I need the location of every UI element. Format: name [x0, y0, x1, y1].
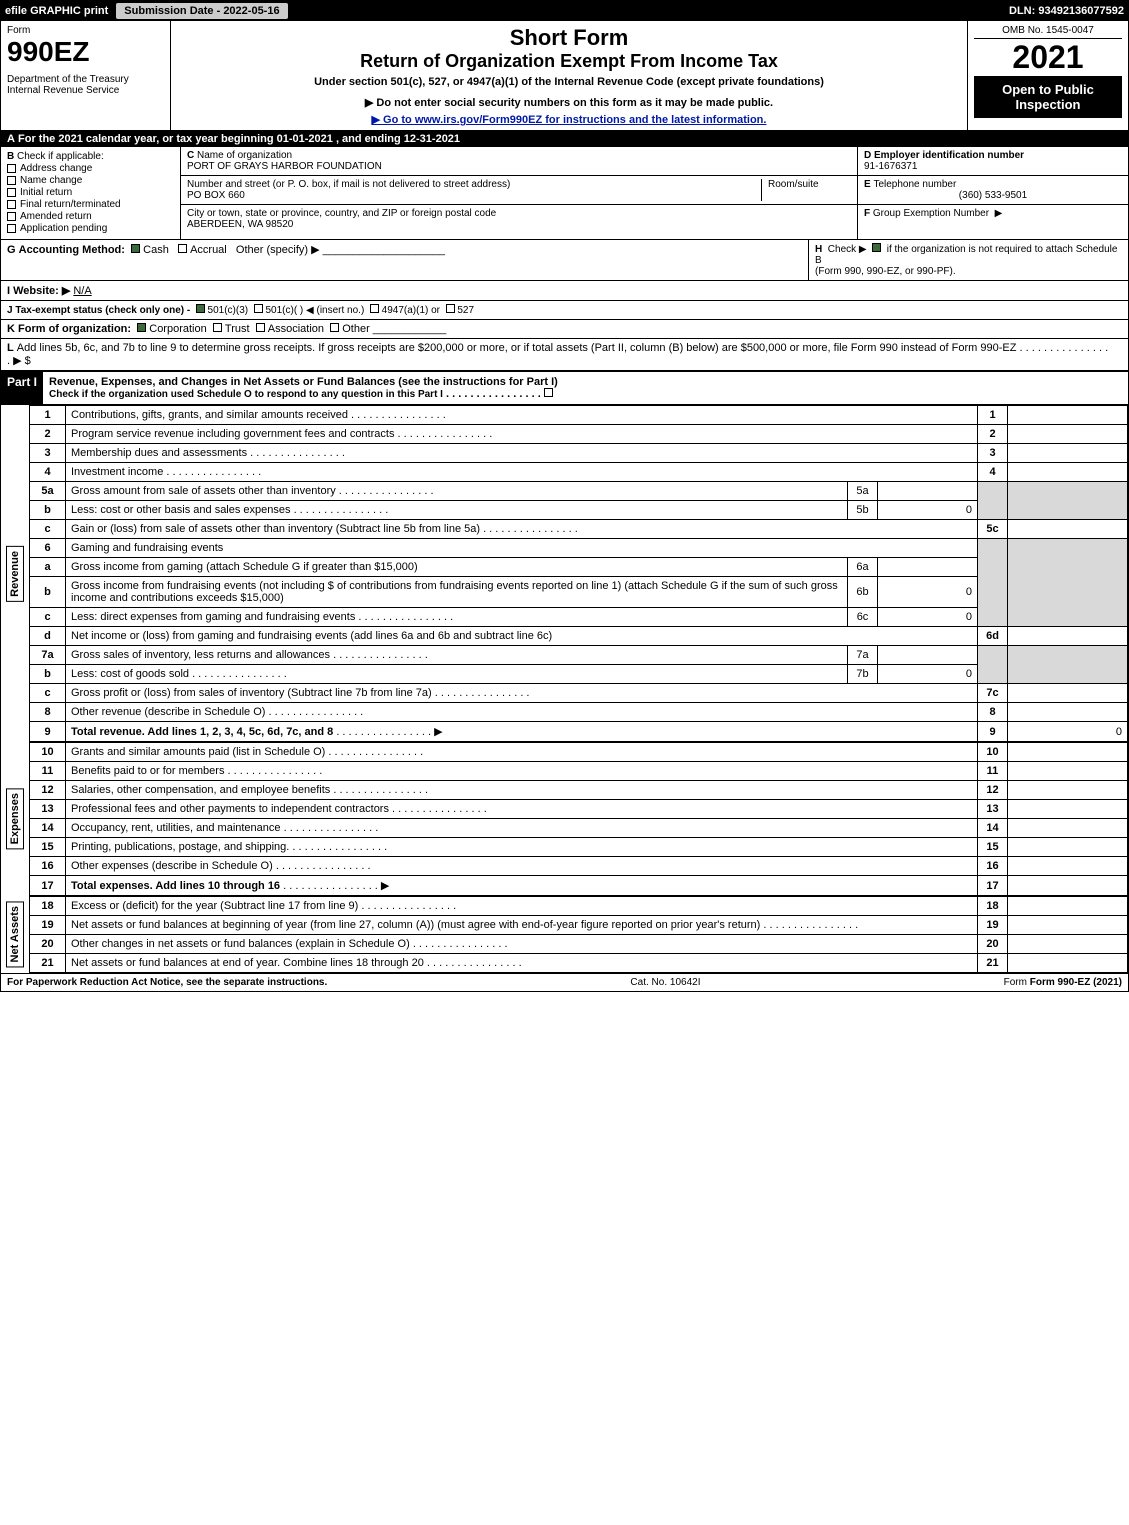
form-number: 990EZ	[7, 36, 164, 68]
chk-cash[interactable]	[131, 244, 140, 253]
topbar: efile GRAPHIC print Submission Date - 20…	[1, 1, 1128, 21]
chk-accrual[interactable]	[178, 244, 187, 253]
section-c: C Name of organization PORT OF GRAYS HAR…	[181, 147, 858, 239]
section-h: H Check ▶ if the organization is not req…	[808, 240, 1128, 280]
net-assets-table: 18Excess or (deficit) for the year (Subt…	[29, 896, 1128, 973]
section-i: I Website: ▶ N/A	[1, 281, 1128, 301]
under-section: Under section 501(c), 527, or 4947(a)(1)…	[177, 76, 961, 88]
chk-assoc[interactable]	[256, 323, 265, 332]
form-header: Form 990EZ Department of the Treasury In…	[1, 21, 1128, 131]
org-name: PORT OF GRAYS HARBOR FOUNDATION	[187, 161, 382, 172]
main-title: Return of Organization Exempt From Incom…	[177, 51, 961, 72]
val-6c: 0	[878, 608, 978, 627]
website-value: N/A	[73, 285, 91, 297]
short-form-title: Short Form	[177, 25, 961, 51]
chk-527[interactable]	[446, 304, 455, 313]
val-5b: 0	[878, 501, 978, 520]
chk-name-change[interactable]	[7, 176, 16, 185]
form-label: Form	[7, 25, 164, 36]
chk-initial-return[interactable]	[7, 188, 16, 197]
dln: DLN: 93492136077592	[1009, 5, 1124, 17]
val-6b: 0	[878, 577, 978, 608]
city-state-zip: ABERDEEN, WA 98520	[187, 219, 293, 230]
chk-501c[interactable]	[254, 304, 263, 313]
chk-app-pending[interactable]	[7, 224, 16, 233]
section-b: B Check if applicable: Address change Na…	[1, 147, 181, 239]
submission-date: Submission Date - 2022-05-16	[116, 3, 287, 19]
section-k: K Form of organization: Corporation Trus…	[1, 320, 1128, 339]
sidebar-revenue: Revenue	[6, 546, 24, 602]
part1-header: Part I Revenue, Expenses, and Changes in…	[1, 371, 1128, 405]
goto-link[interactable]: ▶ Go to www.irs.gov/Form990EZ for instru…	[372, 114, 767, 126]
expenses-table: 10Grants and similar amounts paid (list …	[29, 742, 1128, 896]
chk-corp[interactable]	[137, 323, 146, 332]
open-public: Open to Public Inspection	[974, 76, 1122, 118]
form-container: efile GRAPHIC print Submission Date - 20…	[0, 0, 1129, 992]
chk-schedule-o-part1[interactable]	[544, 388, 553, 397]
sidebar-expenses: Expenses	[6, 788, 24, 849]
section-l: L Add lines 5b, 6c, and 7b to line 9 to …	[1, 339, 1128, 371]
omb-number: OMB No. 1545-0047	[974, 25, 1122, 39]
section-a: A For the 2021 calendar year, or tax yea…	[1, 131, 1128, 147]
chk-4947[interactable]	[370, 304, 379, 313]
no-ssn-note: ▶ Do not enter social security numbers o…	[177, 96, 961, 109]
street-address: PO BOX 660	[187, 190, 245, 201]
chk-501c3[interactable]	[196, 304, 205, 313]
section-j: J Tax-exempt status (check only one) - 5…	[1, 301, 1128, 320]
chk-other-org[interactable]	[330, 323, 339, 332]
chk-schedule-b[interactable]	[872, 243, 881, 252]
chk-final-return[interactable]	[7, 200, 16, 209]
sidebar-net: Net Assets	[6, 901, 24, 967]
telephone: (360) 533-9501	[864, 190, 1122, 201]
chk-amended[interactable]	[7, 212, 16, 221]
ein: 91-1676371	[864, 161, 917, 172]
irs-label: Internal Revenue Service	[7, 85, 164, 96]
val-9: 0	[1008, 722, 1128, 742]
efile-label: efile GRAPHIC print	[5, 5, 108, 17]
tax-year: 2021	[974, 39, 1122, 76]
section-g: G Accounting Method: Cash Accrual Other …	[1, 240, 808, 280]
val-7b: 0	[878, 665, 978, 684]
room-suite: Room/suite	[761, 179, 851, 201]
chk-address-change[interactable]	[7, 164, 16, 173]
page-footer: For Paperwork Reduction Act Notice, see …	[1, 973, 1128, 991]
department: Department of the Treasury	[7, 74, 164, 85]
chk-trust[interactable]	[213, 323, 222, 332]
revenue-table: 1Contributions, gifts, grants, and simil…	[29, 405, 1128, 742]
